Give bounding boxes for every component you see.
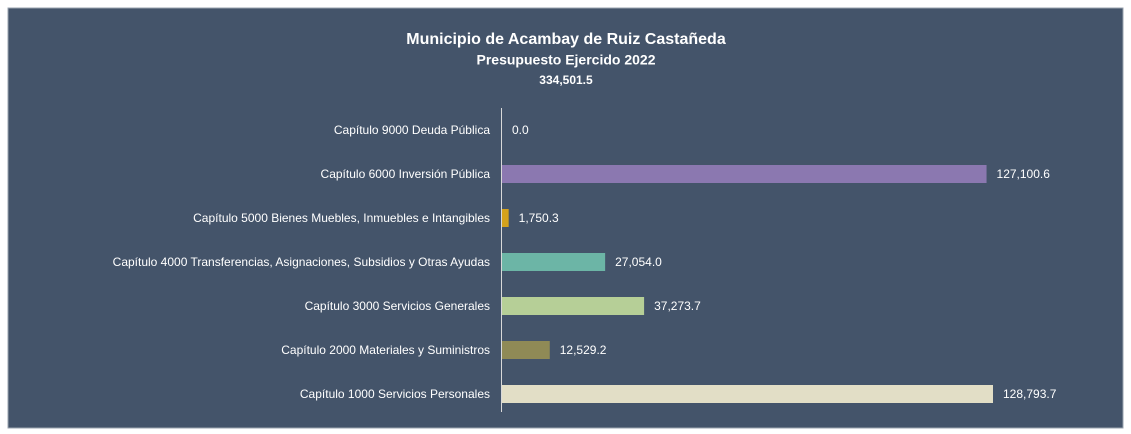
category-label: Capítulo 6000 Inversión Pública [321,167,491,181]
bar [502,341,550,359]
value-label: 37,273.7 [654,299,701,313]
bar [502,297,645,315]
category-label: Capítulo 4000 Transferencias, Asignacion… [113,255,490,269]
chart-subtitle: Presupuesto Ejercido 2022 [477,52,656,68]
bar [502,209,509,227]
bar [502,165,987,183]
bar [502,253,606,271]
chart-title: Municipio de Acambay de Ruiz Castañeda [406,31,726,48]
value-label: 1,750.3 [519,211,559,225]
value-label: 27,054.0 [615,255,662,269]
category-label: Capítulo 3000 Servicios Generales [305,299,490,313]
category-label: Capítulo 9000 Deuda Pública [334,123,490,137]
chart-background [7,7,1124,429]
value-label: 12,529.2 [560,343,607,357]
value-label: 0.0 [512,123,529,137]
category-label: Capítulo 2000 Materiales y Suministros [281,343,490,357]
bar [502,385,994,403]
category-label: Capítulo 1000 Servicios Personales [300,387,490,401]
category-label: Capítulo 5000 Bienes Muebles, Inmuebles … [193,211,490,225]
value-label: 127,100.6 [997,167,1051,181]
value-label: 128,793.7 [1003,387,1057,401]
chart-total: 334,501.5 [539,73,593,87]
